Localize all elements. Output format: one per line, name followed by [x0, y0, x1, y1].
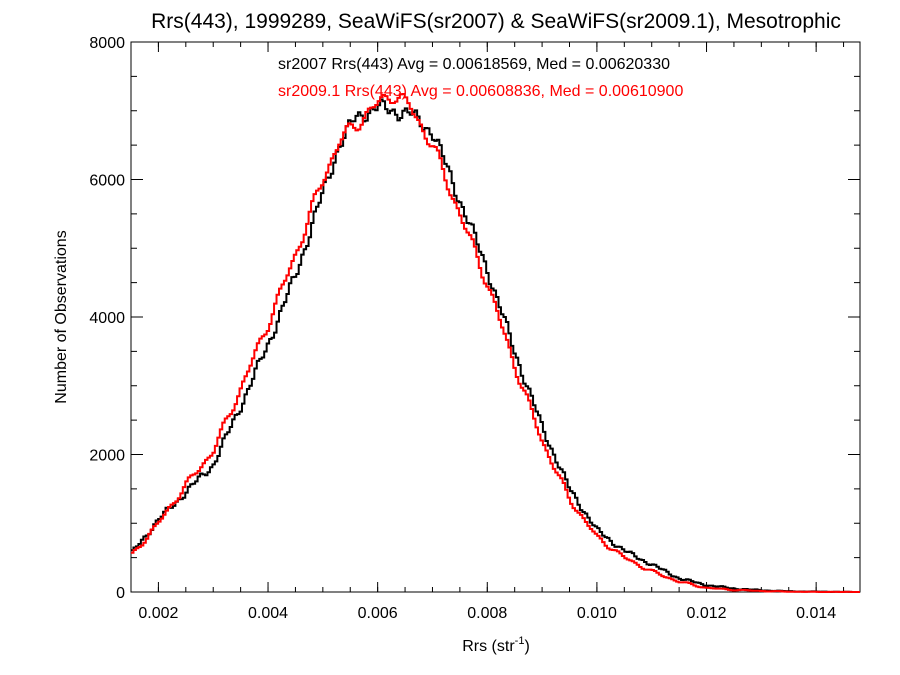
y-tick-label: 8000	[89, 35, 125, 52]
plot-frame	[130, 41, 861, 593]
x-axis-label-base: Rrs (str	[462, 638, 515, 655]
x-tick-label: 0.004	[248, 605, 288, 622]
y-axis-label: Number of Observations	[53, 230, 70, 403]
x-axis-label: Rrs (str-1)	[462, 635, 530, 655]
y-tick-label: 6000	[89, 173, 125, 190]
annotation-sr2007: sr2007 Rrs(443) Avg = 0.00618569, Med = …	[278, 56, 670, 73]
y-tick-label: 0	[116, 585, 125, 602]
chart-title: Rrs(443), 1999289, SeaWiFS(sr2007) & Sea…	[151, 10, 841, 33]
x-tick-label: 0.008	[467, 605, 507, 622]
x-tick-label: 0.010	[577, 605, 617, 622]
x-tick-label: 0.014	[796, 605, 836, 622]
x-axis-label-sup: -1	[515, 635, 525, 647]
x-axis-label-end: )	[524, 638, 529, 655]
y-tick-label: 4000	[89, 310, 125, 327]
x-tick-label: 0.012	[687, 605, 727, 622]
axis-ticks: 0.002 0.004 0.006 0.008 0.010 0.012 0.014 0 2000…	[89, 35, 860, 622]
annotation-sr2009: sr2009.1 Rrs(443) Avg = 0.00608836, Med …	[278, 83, 683, 100]
series-layer	[131, 92, 860, 593]
series-line-0	[131, 98, 860, 593]
x-tick-label: 0.002	[138, 605, 178, 622]
series-line-1	[131, 92, 860, 593]
y-tick-label: 2000	[89, 448, 125, 465]
x-tick-label: 0.006	[358, 605, 398, 622]
